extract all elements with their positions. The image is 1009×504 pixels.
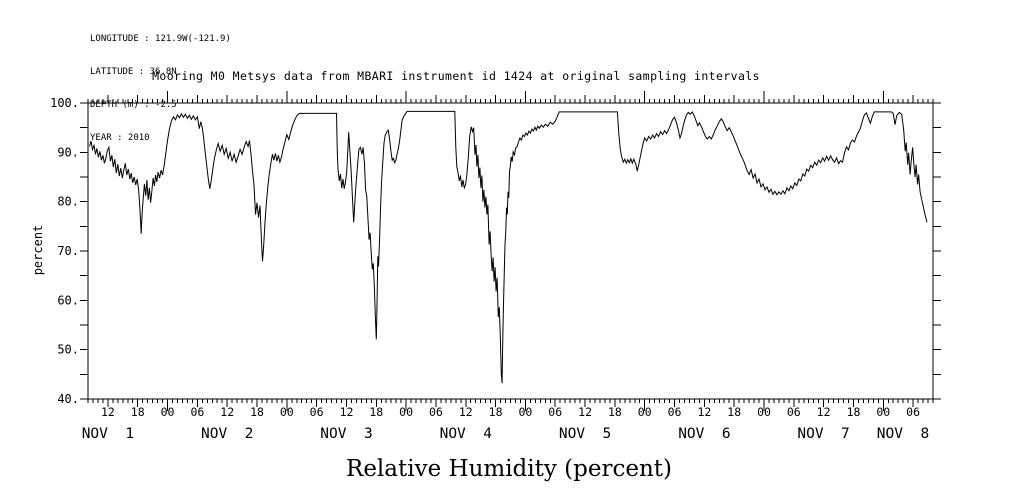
metadata-depth: DEPTH (m) : -2.5	[90, 100, 177, 110]
x-hour-tick-label: 00	[876, 405, 890, 419]
x-hour-tick-label: 12	[459, 405, 473, 419]
x-day-label: NOV 1	[82, 426, 134, 442]
x-hour-tick-label: 00	[399, 405, 413, 419]
y-tick-label: 60.	[57, 293, 79, 307]
y-tick-label: 90.	[57, 145, 79, 159]
x-hour-tick-label: 00	[757, 405, 771, 419]
x-hour-tick-label: 12	[578, 405, 592, 419]
axis-ticks	[80, 91, 941, 411]
chart-title: Mooring M0 Metsys data from MBARI instru…	[152, 69, 760, 83]
x-day-label: NOV 4	[440, 426, 493, 442]
metadata-block: LONGITUDE : 121.9W(-121.9) LATITUDE : 36…	[90, 12, 231, 166]
x-hour-tick-label: 12	[101, 405, 115, 419]
x-hour-tick-label: 12	[340, 405, 354, 419]
x-hour-tick-label: 18	[847, 405, 861, 419]
x-hour-tick-label: 06	[190, 405, 204, 419]
x-hour-tick-label: 00	[518, 405, 532, 419]
x-day-label: NOV 3	[320, 426, 372, 442]
y-tick-label: 100.	[50, 96, 79, 110]
x-hour-tick-label: 18	[250, 405, 264, 419]
x-day-label: NOV 2	[201, 426, 253, 442]
metadata-latitude: LATITUDE : 36.8N	[90, 67, 177, 77]
x-hour-tick-label: 06	[668, 405, 682, 419]
x-hour-tick-label: 00	[280, 405, 294, 419]
x-hour-tick-label: 06	[787, 405, 801, 419]
x-hour-tick-label: 18	[727, 405, 741, 419]
x-hour-tick-label: 18	[131, 405, 145, 419]
plot-frame	[87, 102, 934, 400]
x-hour-tick-label: 12	[220, 405, 234, 419]
x-hour-tick-label: 18	[489, 405, 503, 419]
x-day-label: NOV 5	[559, 426, 611, 442]
x-hour-tick-label: 06	[429, 405, 443, 419]
x-axis-label: Relative Humidity (percent)	[346, 456, 672, 482]
x-day-label: NOV 6	[678, 426, 730, 442]
x-day-label: NOV 7	[797, 426, 849, 442]
x-hour-tick-label: 18	[369, 405, 383, 419]
metadata-longitude: LONGITUDE : 121.9W(-121.9)	[90, 34, 231, 44]
x-hour-tick-label: 06	[310, 405, 324, 419]
y-tick-label: 70.	[57, 244, 79, 258]
x-hour-tick-label: 12	[697, 405, 711, 419]
x-hour-tick-label: 06	[906, 405, 920, 419]
y-tick-label: 50.	[57, 343, 79, 357]
x-hour-tick-label: 00	[638, 405, 652, 419]
x-hour-tick-label: 00	[161, 405, 175, 419]
x-hour-tick-label: 12	[817, 405, 831, 419]
humidity-line	[89, 110, 928, 384]
x-day-label: NOV 8	[877, 426, 929, 442]
metadata-year: YEAR : 2010	[90, 133, 150, 143]
y-tick-label: 40.	[57, 392, 79, 406]
y-tick-label: 80.	[57, 195, 79, 209]
x-hour-tick-label: 06	[548, 405, 562, 419]
x-hour-tick-label: 18	[608, 405, 622, 419]
